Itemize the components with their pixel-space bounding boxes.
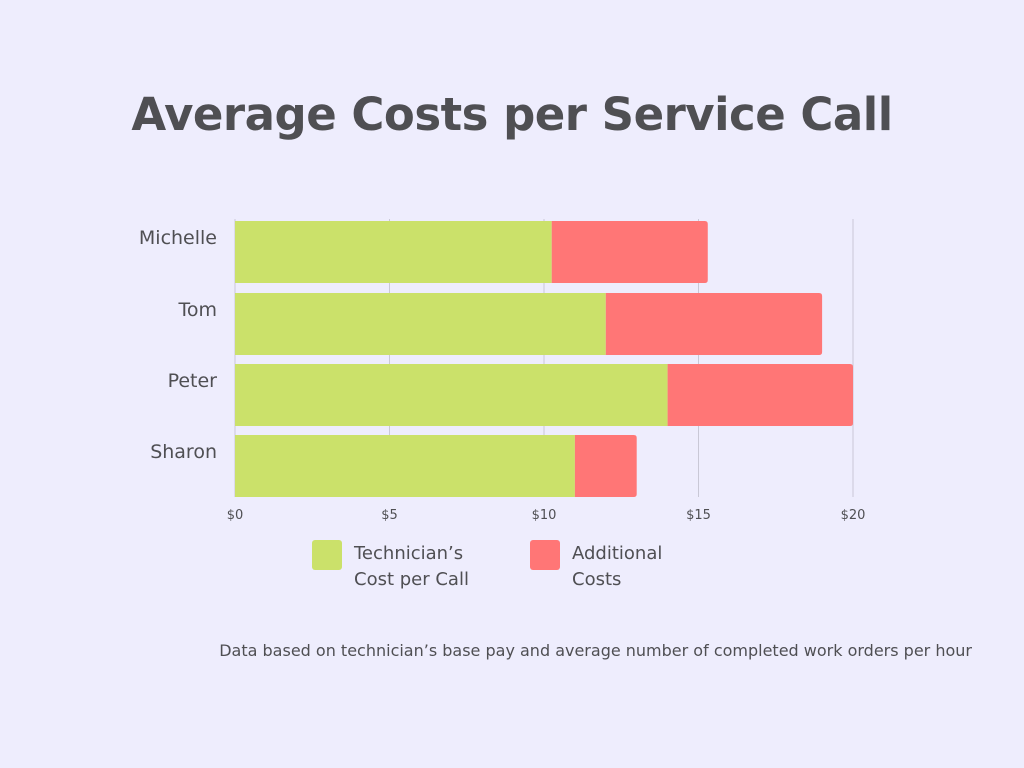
legend-swatch-technician-cost	[312, 540, 342, 570]
x-tick-label: $10	[532, 508, 557, 523]
footnote: Data based on technician’s base pay and …	[219, 641, 972, 660]
x-tick-label: $20	[841, 508, 866, 523]
x-tick-label: $15	[686, 508, 711, 523]
category-label: Sharon	[150, 441, 217, 463]
bar-segment-technician-cost	[235, 435, 575, 497]
bar-segment-technician-cost	[235, 221, 552, 283]
bar-segment-technician-cost	[235, 364, 668, 426]
x-tick-label: $5	[381, 508, 398, 523]
category-labels: Michelle Tom Peter Sharon	[139, 227, 217, 463]
legend-swatch-additional-costs	[530, 540, 560, 570]
category-label: Michelle	[139, 227, 217, 249]
bar-segment-technician-cost	[235, 293, 606, 355]
category-label: Tom	[177, 299, 217, 321]
bar-segment-additional-costs	[551, 221, 708, 283]
bar-segment-additional-costs	[574, 435, 637, 497]
x-tick-labels: $0 $5 $10 $15 $20	[227, 508, 866, 523]
legend-item-technician-cost: Technician’s Cost per Call	[312, 540, 484, 593]
bar-segment-additional-costs	[605, 293, 823, 355]
category-label: Peter	[168, 370, 218, 392]
bar-segment-additional-costs	[667, 364, 853, 426]
legend-label-additional-costs: Additional Costs	[572, 543, 663, 590]
legend-item-additional-costs: Additional Costs	[530, 540, 702, 593]
bars	[235, 221, 853, 497]
legend-label-technician-cost: Technician’s Cost per Call	[354, 543, 469, 590]
chart-title: Average Costs per Service Call	[131, 88, 893, 141]
x-tick-label: $0	[227, 508, 244, 523]
